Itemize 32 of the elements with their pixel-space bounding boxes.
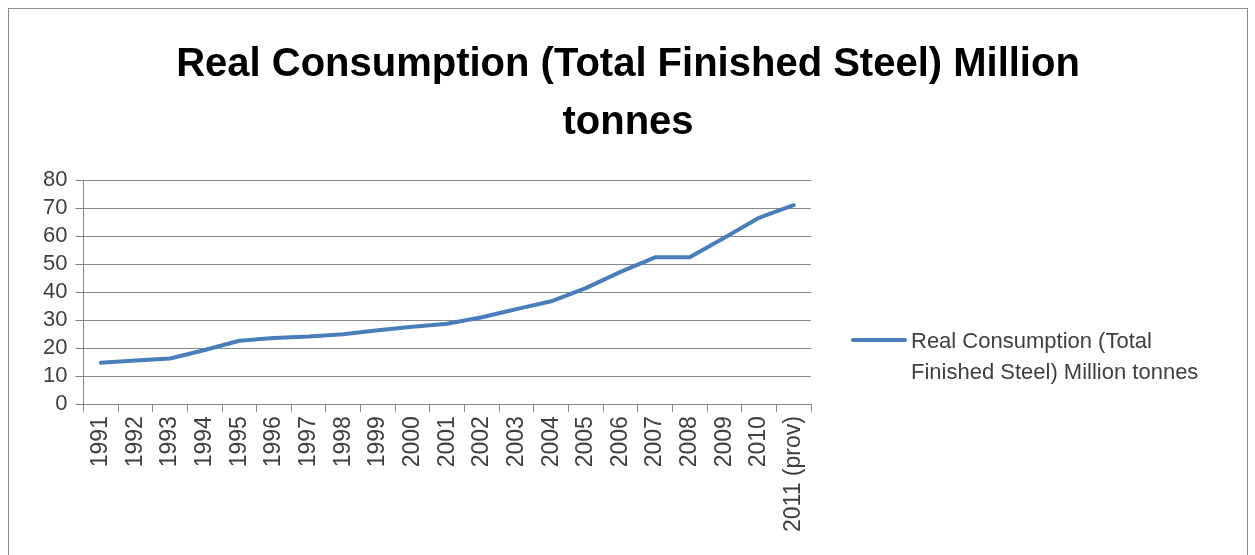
x-tick-label: 1997 [294,416,320,468]
x-tick-label: 2004 [536,415,563,468]
y-tick-label: 50 [42,250,68,276]
y-tick-label: 80 [42,166,68,192]
x-tick-label: 2006 [605,416,632,468]
x-tick-label: 2007 [640,416,667,468]
y-tick-label: 20 [42,334,68,360]
x-tick-label: 2000 [397,416,424,468]
x-tick-label: 2001 [432,416,459,468]
y-tick-label: 70 [42,194,68,220]
x-tick-label: 2008 [675,416,702,468]
x-tick-label: 1998 [328,416,355,468]
x-tick-label: 1995 [224,416,251,468]
y-tick-label: 10 [42,362,68,388]
x-tick-label: 2005 [571,416,598,468]
x-tick-label: 1993 [155,416,182,468]
x-tick-label: 2009 [709,416,736,468]
y-tick-label: 0 [55,390,68,416]
x-tick-label: 2002 [467,416,494,468]
x-tick-label: 1991 [86,416,113,468]
x-tick-label: 1994 [190,415,217,468]
y-tick-label: 30 [42,306,68,332]
x-tick-label: 1996 [259,416,286,468]
x-tick-label: 2003 [501,416,528,468]
y-tick-label: 40 [42,278,68,304]
y-tick-label: 60 [42,222,68,248]
x-tick-label: 1999 [363,416,390,468]
legend-label: Real Consumption (Total Finished Steel) Million tonnes [911,327,1200,386]
x-tick-label: 1992 [120,416,147,468]
chart-title: Real Consumption (Total Finished Steel) Million tonnes [175,39,1081,144]
x-tick-label: 2011 (prov) [779,416,806,533]
x-tick-label: 2010 [744,416,771,468]
